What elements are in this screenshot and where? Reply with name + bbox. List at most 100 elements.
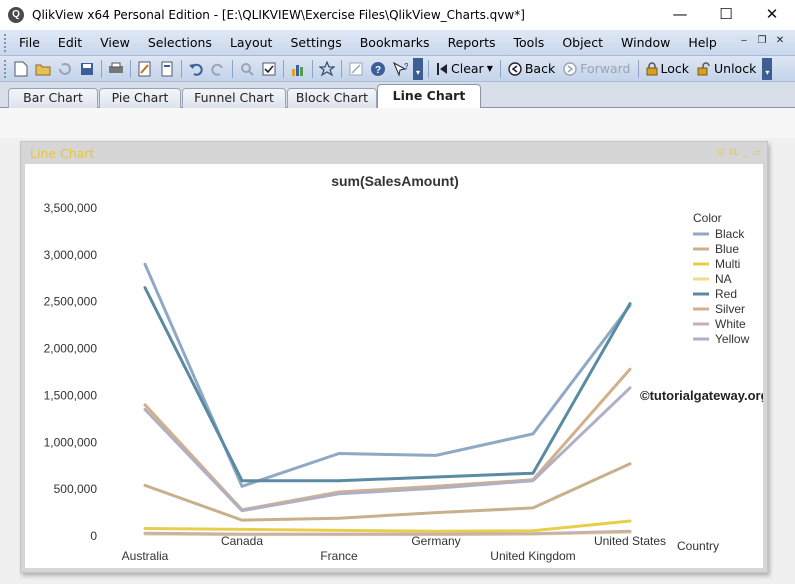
forward-label: Forward: [580, 61, 631, 76]
doc-restore-icon[interactable]: ❐: [757, 35, 767, 46]
minimize-object-icon[interactable]: _: [743, 147, 749, 157]
menu-bookmarks[interactable]: Bookmarks: [359, 35, 430, 50]
toolbar-separator: [428, 59, 429, 78]
detach-icon[interactable]: ⊡: [716, 147, 725, 157]
lock-label: Lock: [660, 61, 690, 76]
help-icon[interactable]: ?: [369, 60, 387, 78]
series-line-yellow: [143, 386, 632, 513]
toolbar: ? ? ▾ Clear ▼ Back Forward Lock Unlock ▾: [0, 56, 795, 82]
series-line-silver: [143, 367, 632, 512]
y-tick-label: 3,500,000: [44, 201, 98, 215]
legend-entry: Blue: [715, 242, 739, 256]
unlock-label: Unlock: [714, 61, 757, 76]
current-selections-icon[interactable]: [260, 60, 278, 78]
chart-body: sum(SalesAmount) 0 500,000 1,000,000 1,500,0…: [25, 164, 769, 568]
menu-reports[interactable]: Reports: [447, 35, 496, 50]
toolbar-separator: [181, 59, 182, 78]
lock-button[interactable]: Lock: [642, 61, 694, 76]
menu-help[interactable]: Help: [688, 35, 717, 50]
toolbar-separator: [101, 59, 102, 78]
toolbar-separator: [341, 59, 342, 78]
print-icon[interactable]: [107, 60, 125, 78]
menu-edit[interactable]: Edit: [57, 35, 83, 50]
toolbar-separator: [312, 59, 313, 78]
document-window-controls: – ❐ ✕: [737, 34, 787, 48]
legend-entry: Multi: [715, 257, 740, 271]
reload-data-icon[interactable]: [158, 60, 176, 78]
new-chart-icon[interactable]: [289, 60, 307, 78]
tab-funnel-chart[interactable]: Funnel Chart: [182, 88, 286, 108]
bookmark-star-icon[interactable]: [318, 60, 336, 78]
menu-grip-icon[interactable]: [4, 33, 10, 52]
legend-entry: Red: [715, 287, 737, 301]
forward-button[interactable]: Forward: [559, 61, 634, 76]
x-axis-label: Country: [677, 539, 719, 553]
series-line-blue: [143, 462, 632, 522]
menu-window[interactable]: Window: [621, 35, 671, 50]
save-icon[interactable]: [78, 60, 96, 78]
qlikview-app-icon: Q: [8, 7, 24, 23]
lock-icon: [646, 61, 657, 75]
redo-icon[interactable]: [209, 60, 227, 78]
forward-arrow-icon: [563, 61, 577, 76]
edit-script-icon[interactable]: [136, 60, 154, 78]
toolbar-separator: [130, 59, 131, 78]
menu-settings[interactable]: Settings: [290, 35, 342, 50]
tab-bar-chart[interactable]: Bar Chart: [8, 88, 98, 108]
tab-line-chart[interactable]: Line Chart: [377, 84, 481, 109]
x-tick-label: France: [320, 549, 358, 563]
legend-entry: White: [715, 317, 746, 331]
design-grid-icon[interactable]: [347, 60, 365, 78]
toolbar-separator: [499, 59, 501, 78]
open-folder-icon[interactable]: [34, 60, 52, 78]
toolbar-grip-icon[interactable]: [4, 59, 10, 78]
toolbar-overflow-icon[interactable]: ▾: [413, 57, 423, 80]
new-document-icon[interactable]: [12, 60, 30, 78]
menu-bar: File Edit View Selections Layout Setting…: [0, 30, 795, 56]
menu-tools[interactable]: Tools: [513, 35, 545, 50]
toolbar-separator: [232, 59, 233, 78]
menu-file[interactable]: File: [19, 35, 40, 50]
series-line-red: [143, 286, 632, 483]
svg-text:?: ?: [404, 62, 408, 71]
search-icon[interactable]: [238, 60, 256, 78]
maximize-icon[interactable]: ☐: [719, 5, 733, 23]
doc-minimize-icon[interactable]: –: [741, 35, 747, 46]
clear-button[interactable]: Clear ▼: [432, 61, 497, 76]
chevron-down-icon[interactable]: ▼: [486, 64, 493, 73]
menu-layout[interactable]: Layout: [229, 35, 273, 50]
legend-entry: Silver: [715, 302, 745, 316]
maximize-object-icon[interactable]: ▭: [752, 147, 761, 157]
tab-block-chart[interactable]: Block Chart: [287, 88, 377, 108]
unlock-button[interactable]: Unlock: [693, 61, 760, 76]
x-tick-label: United Kingdom: [490, 549, 575, 563]
back-button[interactable]: Back: [504, 61, 559, 76]
window-controls: — ☐ ✕: [657, 0, 795, 30]
close-icon[interactable]: ✕: [765, 5, 779, 23]
x-tick-label: Germany: [411, 534, 460, 548]
context-help-icon[interactable]: ?: [391, 60, 409, 78]
toolbar-separator: [283, 59, 284, 78]
back-arrow-icon: [508, 61, 522, 76]
legend-entry: Yellow: [715, 332, 750, 346]
chart-caption[interactable]: Line Chart: [30, 146, 95, 161]
tab-pie-chart[interactable]: Pie Chart: [99, 88, 181, 108]
doc-close-icon[interactable]: ✕: [775, 35, 785, 46]
unlock-icon: [697, 61, 710, 75]
menu-view[interactable]: View: [100, 35, 130, 50]
y-tick-label: 2,000,000: [44, 342, 98, 356]
undo-icon[interactable]: [187, 60, 205, 78]
line-chart-object[interactable]: Line Chart ⊡ XL _ ▭ sum(SalesAmount) 0 500…: [20, 141, 769, 573]
y-tick-label: 1,500,000: [44, 388, 98, 402]
series-line-multi: [143, 519, 632, 533]
toolbar-overflow-icon[interactable]: ▾: [762, 57, 773, 80]
y-tick-label: 2,500,000: [44, 295, 98, 309]
send-to-excel-icon[interactable]: XL: [728, 147, 740, 157]
sheet-top-strip: [0, 108, 795, 138]
menu-object[interactable]: Object: [562, 35, 604, 50]
y-tick-label: 3,000,000: [44, 248, 98, 262]
menu-selections[interactable]: Selections: [147, 35, 212, 50]
reload-icon[interactable]: [56, 60, 74, 78]
window-titlebar: Q QlikView x64 Personal Edition - [E:\QL…: [0, 0, 795, 30]
minimize-icon[interactable]: —: [672, 5, 688, 23]
